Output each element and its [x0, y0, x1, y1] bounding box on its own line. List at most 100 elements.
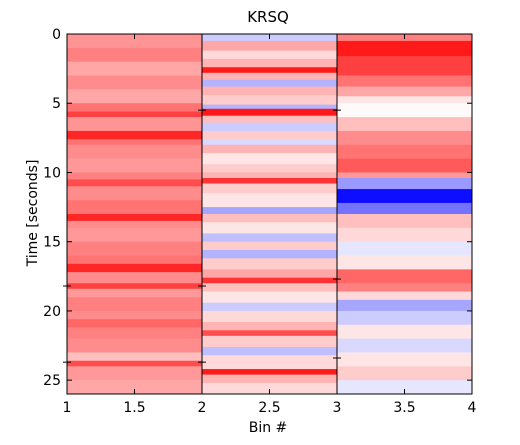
x-tick-label-7: 4: [468, 400, 477, 416]
heatmap-cell-c2-14: [202, 130, 337, 140]
heatmap-cell-c1-12: [67, 158, 202, 173]
heatmap-cell-c2-28: [202, 250, 337, 259]
heatmap-cell-c1-2: [67, 47, 202, 62]
heatmap-cell-c3-21: [337, 283, 472, 292]
heatmap-cell-c1-7: [67, 111, 202, 118]
x-tick-label-6: 3.5: [393, 400, 415, 416]
heatmap-cell-c1-34: [67, 380, 202, 395]
heatmap-cell-c1-4: [67, 75, 202, 90]
heatmap-cell-c1-32: [67, 360, 202, 367]
heatmap-cell-c1-3: [67, 61, 202, 76]
heatmap-cell-c1-29: [67, 327, 202, 339]
event-marker-1: [198, 106, 206, 115]
event-marker-7: [333, 354, 341, 362]
heatmap-cell-c3-5: [337, 86, 472, 97]
heatmap-cell-c3-19: [337, 255, 472, 270]
heatmap-cell-c1-24: [67, 283, 202, 290]
heatmap-cell-c2-34: [202, 302, 337, 312]
heatmap-cell-c2-21: [202, 183, 337, 194]
heatmap-cell-c2-12: [202, 115, 337, 123]
heatmap-cell-c2-37: [202, 330, 337, 337]
event-marker-6: [198, 358, 206, 367]
heatmap-cell-c3-11: [337, 158, 472, 173]
heatmap-cell-c2-16: [202, 144, 337, 154]
heatmap-cell-c2-4: [202, 58, 337, 68]
heatmap-cell-c3-24: [337, 310, 472, 326]
heatmap-cell-c1-23: [67, 272, 202, 284]
heatmap-cell-c3-16: [337, 214, 472, 229]
heatmap-cell-c3-17: [337, 227, 472, 242]
heatmap-cell-c2-19: [202, 172, 337, 179]
heatmap-cell-c2-27: [202, 241, 337, 251]
heatmap-cell-c1-14: [67, 179, 202, 187]
heatmap-cell-c1-13: [67, 172, 202, 180]
heatmap-cell-c2-9: [202, 94, 337, 105]
heatmap-cell-c2-43: [202, 382, 337, 395]
heatmap-cell-c2-11: [202, 108, 337, 116]
y-tick-label-4: 15: [43, 235, 61, 251]
x-tick-label-1: 1: [63, 400, 72, 416]
heatmap-cell-c1-15: [67, 186, 202, 201]
heatmap-cell-c2-30: [202, 269, 337, 278]
heatmap-cell-c2-6: [202, 72, 337, 80]
y-tick-label-2: 5: [52, 96, 61, 112]
heatmap-cell-c3-15: [337, 202, 472, 215]
heatmap-cell-c2-15: [202, 139, 337, 146]
heatmap-cell-c3-7: [337, 103, 472, 118]
heatmap-cell-c1-9: [67, 130, 202, 140]
heatmap-cell-c3-28: [337, 366, 472, 381]
y-axis-label: Time [seconds]: [25, 160, 41, 268]
heatmap-cell-c2-7: [202, 79, 337, 87]
event-marker-3: [198, 282, 206, 290]
heatmap-cell-c1-6: [67, 103, 202, 112]
y-tick-label-1: 0: [52, 27, 61, 43]
heatmap-cell-c1-33: [67, 366, 202, 381]
heatmap-cell-c2-20: [202, 178, 337, 184]
heatmap-cell-c1-27: [67, 310, 202, 320]
heatmap-cell-c2-2: [202, 40, 337, 51]
heatmap-cell-c2-5: [202, 67, 337, 74]
heatmap-cell-c1-17: [67, 214, 202, 222]
heatmap-cell-c3-18: [337, 241, 472, 256]
x-axis: 1 1.5 2 2.5 3 3.5 4: [63, 34, 477, 416]
y-axis: 0 5 10 15 20 25: [43, 27, 472, 389]
heatmap-cell-c2-13: [202, 122, 337, 132]
heatmap-cell-c3-20: [337, 269, 472, 284]
heatmap-cell-c2-35: [202, 310, 337, 323]
heatmap-cell-c3-14: [337, 189, 472, 204]
heatmap-cell-c2-38: [202, 335, 337, 348]
heatmap-cell-c3-12: [337, 172, 472, 179]
heatmap-cell-c1-22: [67, 263, 202, 273]
heatmap-cell-c3-3: [337, 56, 472, 76]
heatmap-cell-c1-19: [67, 227, 202, 242]
event-marker-2: [333, 106, 341, 115]
heatmap-cells: [67, 34, 472, 395]
chart-title: KRSQ: [247, 8, 289, 26]
heatmap-cell-c3-2: [337, 40, 472, 57]
y-tick-label-5: 20: [43, 304, 61, 320]
heatmap-cell-c1-26: [67, 297, 202, 312]
x-axis-label: Bin #: [249, 420, 288, 436]
heatmap-cell-c1-20: [67, 241, 202, 256]
heatmap-cell-c2-33: [202, 291, 337, 303]
heatmap-cell-c3-9: [337, 130, 472, 146]
heatmap-cell-c1-8: [67, 117, 202, 132]
heatmap-cell-c2-39: [202, 346, 337, 356]
heatmap-cell-c3-4: [337, 75, 472, 87]
heatmap-cell-c1-25: [67, 288, 202, 298]
y-tick-label-6: 25: [43, 373, 61, 389]
heatmap-cell-c1-10: [67, 139, 202, 146]
heatmap-cell-c3-8: [337, 117, 472, 132]
heatmap-cell-c2-17: [202, 153, 337, 165]
heatmap-cell-c2-36: [202, 322, 337, 331]
heatmap-cell-c1-28: [67, 319, 202, 328]
heatmap-cell-c2-23: [202, 207, 337, 215]
y-tick-label-3: 10: [43, 165, 61, 181]
heatmap-cell-c2-22: [202, 193, 337, 208]
heatmap-cell-c2-10: [202, 104, 337, 110]
heatmap-cell-c2-31: [202, 277, 337, 284]
heatmap-cell-c2-3: [202, 50, 337, 60]
event-marker-4: [333, 275, 341, 284]
